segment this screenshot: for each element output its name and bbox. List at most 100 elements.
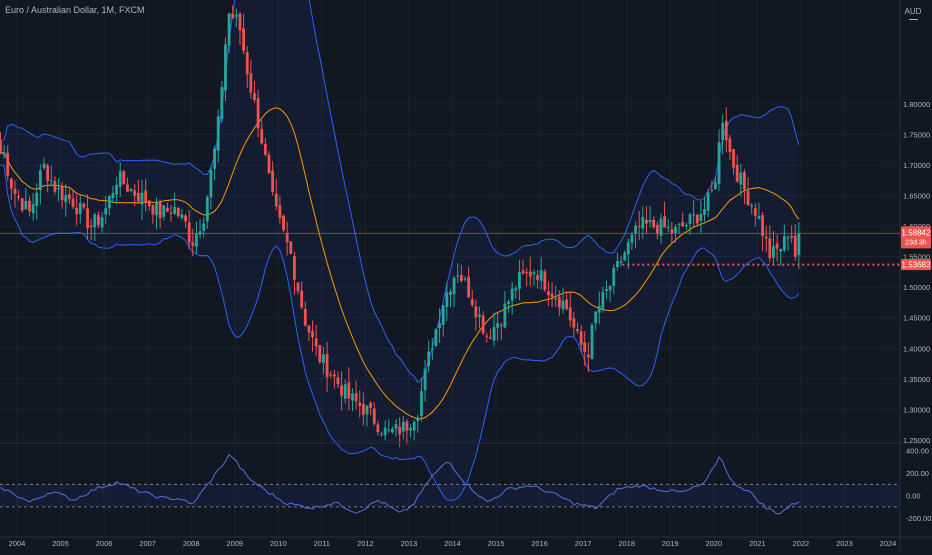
time-axis[interactable]: 2004 2005 2006 2007 2008 2009 2010 2011 2012 2013… — [9, 539, 897, 548]
cci-indicator-pane[interactable] — [0, 454, 900, 515]
candle — [369, 401, 373, 416]
candle-body — [329, 374, 333, 376]
candle — [532, 269, 536, 286]
cci-axis[interactable]: 400.00 200.00 0.00 -200.00 — [906, 447, 931, 524]
candle — [129, 187, 133, 193]
candle-body — [89, 225, 93, 227]
symbol-title[interactable]: Euro / Australian Dollar, 1M, FXCM — [5, 5, 145, 15]
candle-body — [434, 328, 438, 346]
candle — [9, 177, 13, 200]
candle — [253, 81, 256, 103]
candle-body — [122, 171, 126, 185]
candle — [496, 313, 500, 342]
candle-body — [684, 224, 688, 226]
upper-band-line — [0, 0, 800, 383]
candle — [474, 299, 478, 331]
candle-body — [470, 299, 474, 306]
candle — [692, 199, 696, 228]
candle — [590, 323, 594, 360]
time-tick-label: 2020 — [705, 539, 722, 548]
candle-body — [648, 220, 652, 223]
candle — [82, 202, 86, 210]
candle-body — [735, 165, 739, 182]
candle — [459, 264, 463, 283]
candle-body — [13, 188, 17, 194]
candle — [68, 189, 71, 205]
marked-price-badge — [901, 259, 931, 271]
candle-body — [485, 335, 489, 337]
candle-body — [173, 207, 177, 214]
candle — [314, 324, 318, 357]
candle-body — [746, 191, 750, 206]
candle — [634, 221, 637, 249]
candle-body — [724, 120, 728, 141]
candle — [165, 202, 169, 213]
candle-body — [20, 198, 24, 211]
candle-body — [9, 178, 13, 189]
candle-body — [260, 129, 264, 144]
candle-body — [525, 272, 529, 274]
candle-body — [358, 402, 362, 406]
candle — [311, 320, 314, 352]
candle-body — [626, 242, 630, 255]
time-tick-label: 2021 — [749, 539, 766, 548]
candle — [434, 328, 438, 348]
candle-body — [274, 193, 278, 207]
candlestick-series[interactable] — [0, 5, 801, 448]
candle-body — [278, 205, 282, 218]
candle — [89, 218, 93, 241]
candle — [220, 81, 224, 124]
candle — [133, 183, 137, 206]
time-tick-label: 2022 — [793, 539, 810, 548]
candle — [492, 312, 496, 347]
candle-body — [572, 318, 576, 328]
candle — [343, 379, 347, 404]
time-tick-label: 2012 — [357, 539, 374, 548]
candle-body — [53, 181, 57, 192]
time-tick-label: 2009 — [226, 539, 243, 548]
candle-body — [245, 52, 249, 75]
price-tick-label: 1.70000 — [903, 161, 930, 170]
candle — [46, 163, 50, 193]
candle-body — [655, 224, 659, 234]
candle — [31, 192, 35, 221]
candle — [790, 225, 794, 244]
candle-body — [303, 308, 307, 326]
candle-body — [790, 236, 794, 238]
band-fill — [0, 0, 799, 501]
candle — [616, 252, 619, 271]
candle-body — [75, 207, 79, 215]
candle — [423, 359, 427, 402]
candle — [695, 213, 699, 225]
candle — [282, 214, 285, 233]
candle-body — [162, 205, 166, 217]
candle-body — [514, 288, 518, 291]
candle — [565, 291, 569, 311]
candle — [354, 380, 358, 410]
candle-body — [449, 291, 452, 295]
candle — [467, 266, 471, 298]
candle-body — [140, 192, 144, 205]
candle-body — [775, 243, 779, 249]
candle-body — [608, 285, 612, 291]
candle-body — [761, 215, 764, 236]
candle-body — [296, 282, 300, 292]
candle — [60, 182, 64, 209]
candle-body — [68, 194, 71, 199]
candle-body — [507, 301, 510, 305]
candle — [630, 231, 634, 251]
candle-body — [64, 195, 68, 203]
candle — [126, 177, 129, 192]
candle — [528, 256, 532, 287]
candle — [452, 276, 456, 307]
candle — [104, 196, 108, 224]
candle-body — [583, 342, 587, 352]
candle-body — [637, 225, 641, 227]
candle — [184, 213, 187, 228]
price-tick-label: 1.45000 — [903, 314, 930, 323]
bar-countdown: 23d 3h — [905, 239, 927, 246]
candle — [488, 328, 492, 340]
